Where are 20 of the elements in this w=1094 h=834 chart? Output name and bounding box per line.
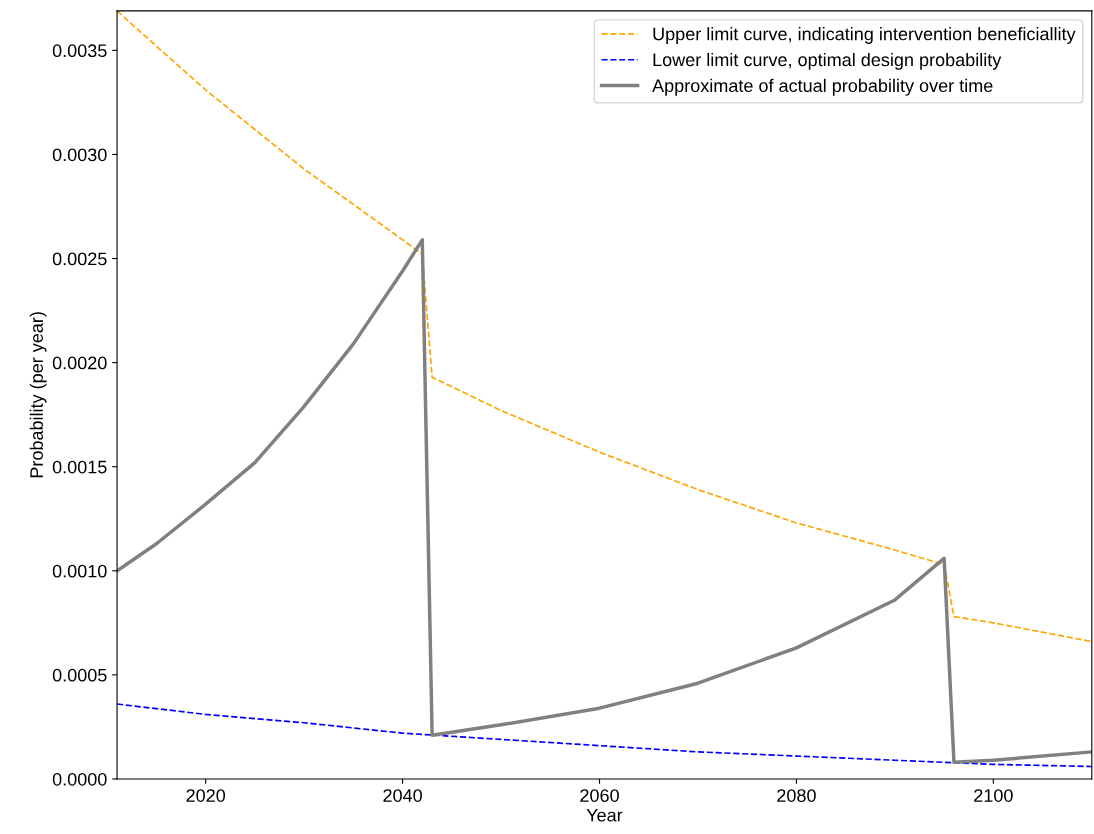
y-tick-label: 0.0010 xyxy=(52,564,107,578)
x-tick-label: 2040 xyxy=(383,789,422,802)
x-axis-title: Year xyxy=(586,808,623,822)
y-axis-title: Probability (per year) xyxy=(29,312,47,478)
line-series xyxy=(117,238,1092,765)
y-tick-label: 0.0005 xyxy=(52,668,107,682)
x-tick-label: 2060 xyxy=(580,789,619,802)
y-tick-label: 0.0025 xyxy=(52,252,107,266)
y-tick-label: 0.0000 xyxy=(52,772,107,786)
legend-label: Upper limit curve, indicating intervention beneficiallity xyxy=(653,27,1076,44)
y-tick-label: 0.0015 xyxy=(52,460,107,474)
line-series xyxy=(117,703,1092,768)
x-tick-label: 2020 xyxy=(186,789,226,802)
y-tick-label: 0.0035 xyxy=(52,44,107,58)
x-tick-label: 2100 xyxy=(974,789,1013,802)
legend-label: Approximate of actual probability over time xyxy=(652,78,993,96)
legend-label: Lower limit curve, optimal design probability xyxy=(653,52,1002,70)
x-tick-label: 2080 xyxy=(777,789,816,802)
y-tick-label: 0.0030 xyxy=(52,148,107,162)
y-tick-label: 0.0020 xyxy=(52,356,107,370)
